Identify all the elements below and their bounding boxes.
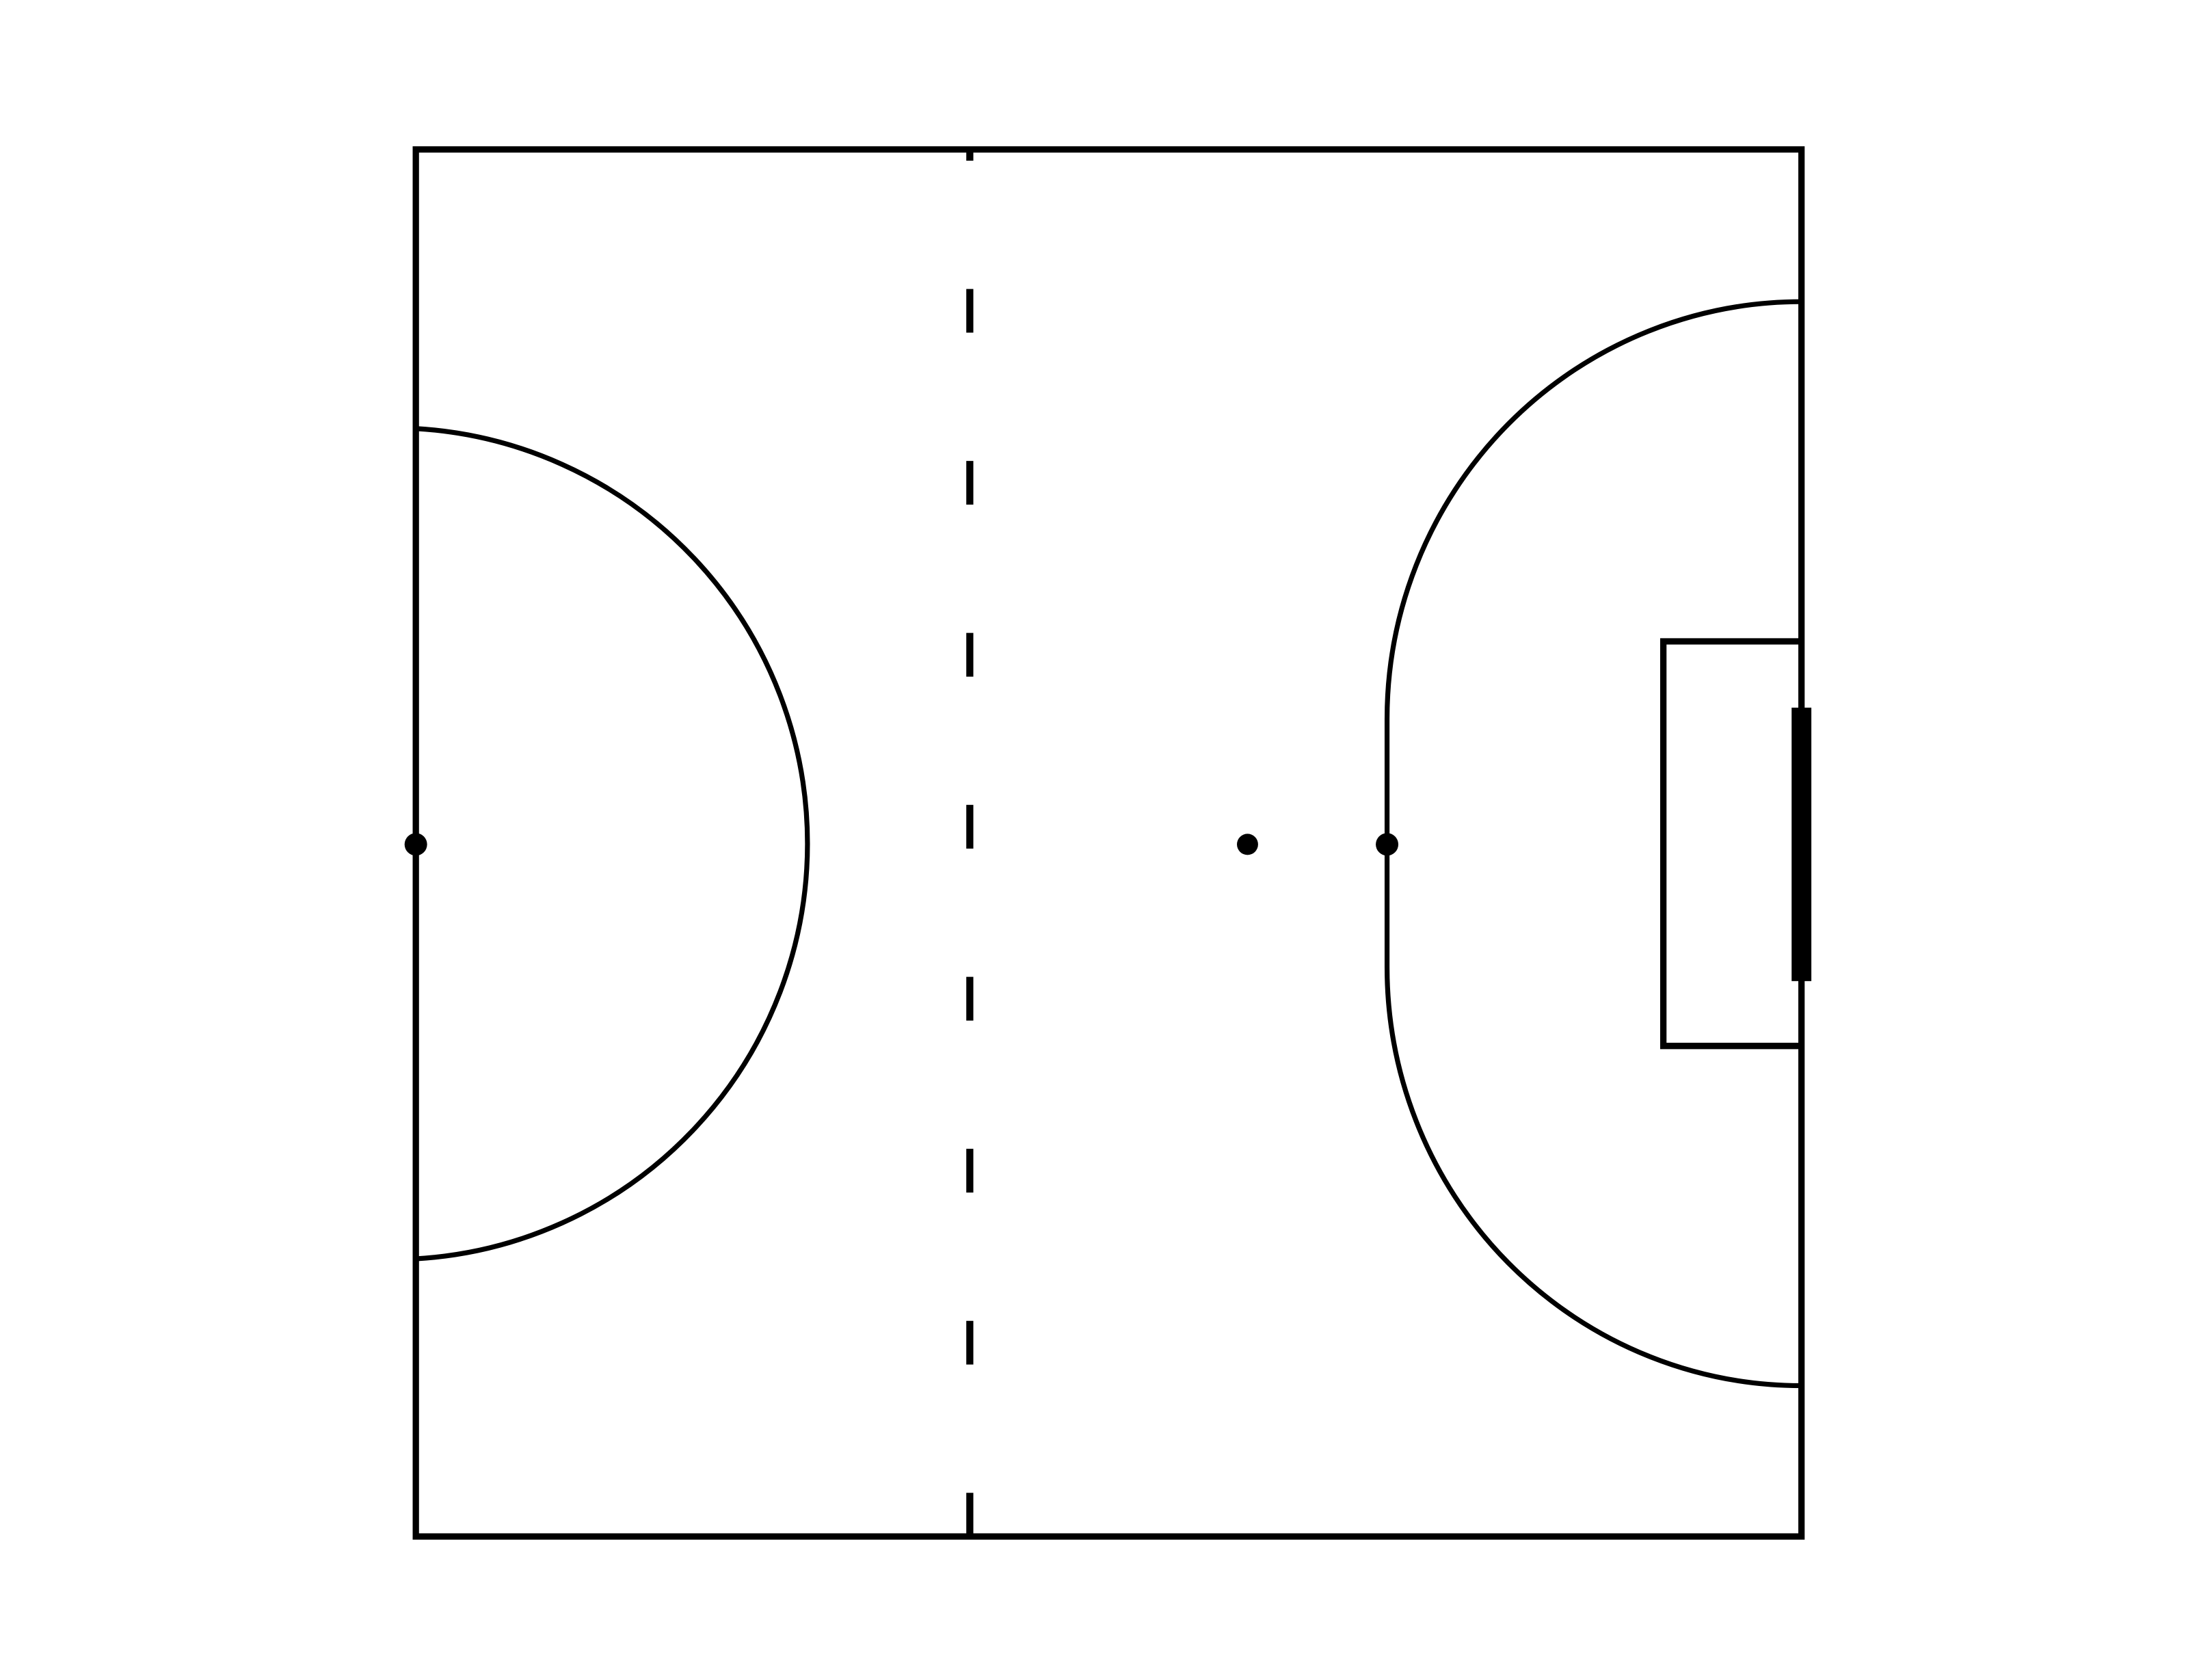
- spot: [1376, 833, 1399, 856]
- goal-area: [1660, 638, 1802, 1050]
- left-arc: [415, 426, 810, 1262]
- spot: [404, 833, 427, 856]
- spot: [1237, 834, 1258, 855]
- goal: [1791, 707, 1812, 981]
